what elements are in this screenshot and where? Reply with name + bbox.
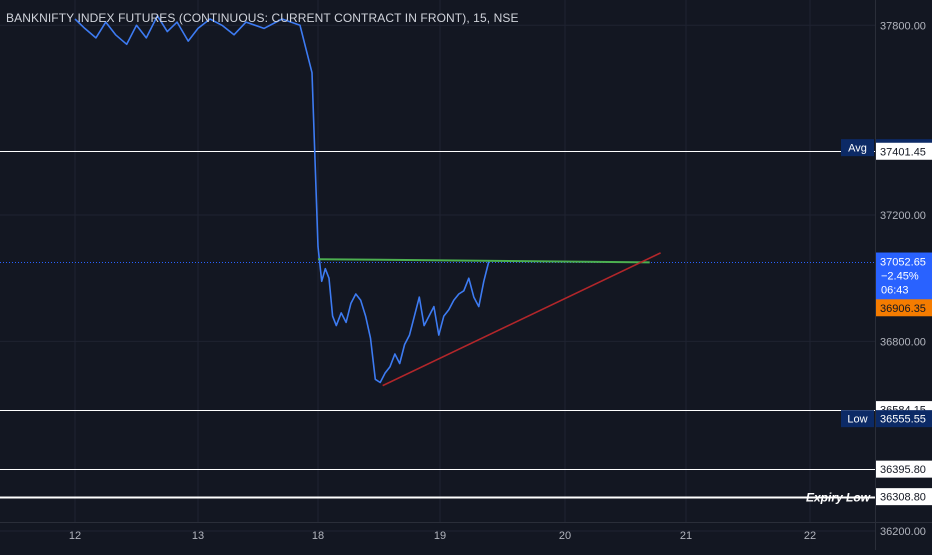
chart-title: BANKNIFTY INDEX FUTURES (CONTINUOUS: CUR… [6,11,519,25]
price-label-box [876,460,932,478]
level-name-label: Avg [848,143,867,155]
price-label-extra: −2.45% [881,271,919,283]
y-tick-label: 37200.00 [880,210,926,222]
price-label-extra: 06:43 [881,285,909,297]
support-trendline[interactable] [382,252,661,387]
price-label-box [876,142,932,160]
x-tick-label: 20 [559,530,571,542]
x-tick-label: 18 [312,530,324,542]
price-label-value: 36906.35 [880,303,926,315]
resistance-trendline[interactable] [317,258,650,264]
price-label-value: 37052.65 [880,257,926,269]
x-tick-label: 13 [192,530,204,542]
price-label-box [876,299,932,317]
level-name-box [841,139,874,157]
price-label-box [876,410,932,428]
y-tick-label: 36800.00 [880,336,926,348]
price-series-line[interactable] [74,15,490,384]
x-tick-label: 12 [69,530,81,542]
y-tick-label: 36200.00 [880,526,926,538]
price-label-value: 36555.55 [880,414,926,426]
level-name-label: Expiry Low [806,491,871,505]
price-label-value: 36308.80 [880,492,926,504]
x-tick-label: 22 [804,530,816,542]
price-label-value: 37401.45 [880,146,926,158]
level-name-label: Low [847,414,867,426]
x-tick-label: 19 [434,530,446,542]
y-tick-label: 37800.00 [880,20,926,32]
price-label-box [876,252,932,303]
price-label-value: 36395.80 [880,464,926,476]
price-label-box [876,488,932,506]
level-name-box [841,410,874,428]
x-tick-label: 21 [680,530,692,542]
